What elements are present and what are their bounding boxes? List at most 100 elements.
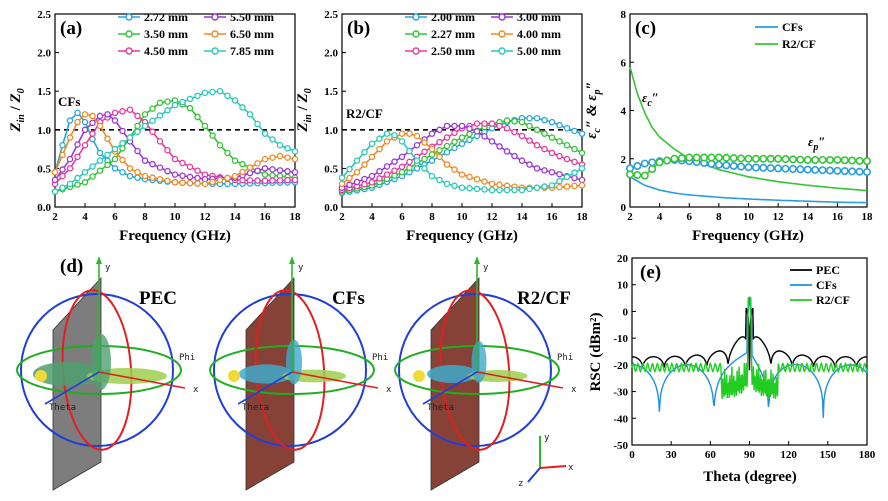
panel-b-point bbox=[383, 138, 391, 145]
panel-b-point bbox=[466, 185, 473, 192]
panel-c-xlabel: Frequency (GHz) bbox=[692, 228, 804, 244]
panel-a-point bbox=[134, 112, 141, 120]
panel-b-point bbox=[376, 175, 383, 182]
panel-a-ytick-label: 1.0 bbox=[37, 125, 51, 137]
panel-c-point bbox=[685, 153, 694, 162]
panel-a-point bbox=[284, 145, 291, 152]
panel-b-point bbox=[481, 133, 488, 140]
panel-c-point bbox=[774, 154, 783, 163]
panel-b-point bbox=[458, 134, 466, 141]
panel-b-point bbox=[421, 155, 428, 163]
panel-a-point bbox=[104, 111, 111, 118]
panel-c-point bbox=[707, 159, 716, 168]
panel-b-point bbox=[361, 175, 368, 183]
panel-a-legend-label: 6.50 mm bbox=[230, 27, 274, 41]
panel-a-legend-label: 5.50 mm bbox=[230, 10, 274, 24]
panel-c-point bbox=[788, 165, 797, 174]
panel-a-ytick-label: 2.5 bbox=[37, 9, 51, 21]
panel-b-point bbox=[563, 173, 571, 181]
panel-b-point bbox=[451, 138, 458, 146]
panel-b-point bbox=[526, 114, 533, 122]
panel-b-annotation: R2/CF bbox=[346, 106, 383, 121]
panel-a-point bbox=[89, 112, 96, 120]
panel-a-point bbox=[194, 180, 201, 187]
panel-a-point bbox=[134, 174, 141, 181]
panel-e-xtick-label: 180 bbox=[859, 449, 876, 461]
panel-b-point bbox=[413, 157, 421, 164]
panel-c-point bbox=[796, 155, 805, 164]
panel-b-series-markers bbox=[338, 120, 586, 194]
panel-a-point bbox=[141, 111, 149, 118]
panel-a-series-markers bbox=[51, 87, 299, 195]
panel-b-point bbox=[458, 171, 466, 178]
panel-b-point bbox=[391, 158, 398, 165]
panel-a-series-markers bbox=[51, 111, 299, 188]
panel-b-point bbox=[406, 130, 413, 137]
panel-c-point bbox=[722, 153, 731, 162]
panel-a-point bbox=[164, 98, 171, 105]
panel-c-point bbox=[825, 155, 834, 164]
panel-a-point bbox=[224, 149, 231, 157]
panel-b-xtick-label: 18 bbox=[577, 211, 589, 223]
panel-c-xtick-label: 14 bbox=[802, 211, 814, 223]
panel-b-ytick-label: 1.5 bbox=[324, 86, 338, 98]
panel-a-point bbox=[231, 157, 239, 164]
panel-a-ytick-label: 0.0 bbox=[37, 202, 51, 214]
panel-c-point bbox=[811, 155, 820, 164]
panel-b-point bbox=[428, 145, 436, 153]
panel-b-point bbox=[526, 137, 533, 144]
z-axis bbox=[237, 371, 293, 405]
panel-b-ytick-label: 0.5 bbox=[324, 163, 338, 175]
panel-b-point bbox=[473, 120, 481, 127]
panel-b-ytick-label: 0.0 bbox=[324, 202, 338, 214]
panel-c-point bbox=[848, 167, 857, 176]
panel-a: 2 4 6 8 10 12 14 16 18 0.0 0.5 1.0 1.5 2.0 2.5 (a) CFs… bbox=[8, 9, 301, 244]
triad-x-label: x bbox=[568, 463, 574, 473]
panel-e-ytick-label: -20 bbox=[613, 360, 628, 372]
panel-c-legend-label: CFs bbox=[782, 20, 803, 34]
panel-b-point bbox=[481, 186, 488, 193]
panel-c-point bbox=[663, 156, 672, 165]
panel-a-point bbox=[179, 98, 186, 106]
panel-b-point bbox=[443, 161, 451, 168]
panel-b-point bbox=[338, 180, 346, 188]
panel-c-point bbox=[670, 154, 679, 163]
panel-b-point bbox=[398, 138, 406, 145]
panel-a-legend-marker bbox=[125, 30, 133, 38]
panel-b-legend-label: 2.00 mm bbox=[431, 10, 475, 24]
panel-c-point bbox=[796, 165, 805, 174]
panel-b-point bbox=[578, 176, 586, 184]
panel-a-series-markers bbox=[51, 106, 299, 188]
panel-b-point bbox=[578, 182, 586, 189]
panel-e-ytick-label: -50 bbox=[613, 440, 628, 452]
panel-b-ytick-label: 1.0 bbox=[324, 125, 338, 137]
panel-b-xtick-label: 4 bbox=[369, 211, 375, 223]
panel-a-point bbox=[201, 89, 209, 96]
panel-b-point bbox=[398, 163, 406, 171]
panel-b-point bbox=[458, 122, 466, 130]
panel-b-point bbox=[578, 130, 586, 137]
panel-b-point bbox=[383, 163, 391, 170]
panel-b-point bbox=[421, 148, 428, 156]
panel-a-xtick-label: 4 bbox=[82, 211, 88, 223]
plate bbox=[430, 276, 480, 491]
panel-c-point bbox=[825, 166, 834, 175]
panel-c-point bbox=[788, 155, 797, 164]
z-axis bbox=[44, 371, 100, 405]
panel-a-point bbox=[81, 141, 89, 149]
panel-a-point bbox=[209, 178, 216, 186]
panel-a-point bbox=[216, 87, 224, 95]
panel-b-point bbox=[361, 161, 368, 168]
panel-c-point bbox=[811, 165, 820, 174]
panel-c-point bbox=[759, 154, 768, 163]
panel-e-ytick-label: -10 bbox=[613, 333, 628, 345]
panel-a-legend-label: 2.72 mm bbox=[144, 10, 188, 24]
panel-b-point bbox=[361, 148, 368, 156]
panel-b-point bbox=[443, 142, 451, 150]
panel-a-point bbox=[111, 117, 119, 124]
y-axis-label: y bbox=[298, 263, 304, 273]
panel-a-point bbox=[216, 141, 224, 149]
panel-b-point bbox=[488, 138, 496, 145]
